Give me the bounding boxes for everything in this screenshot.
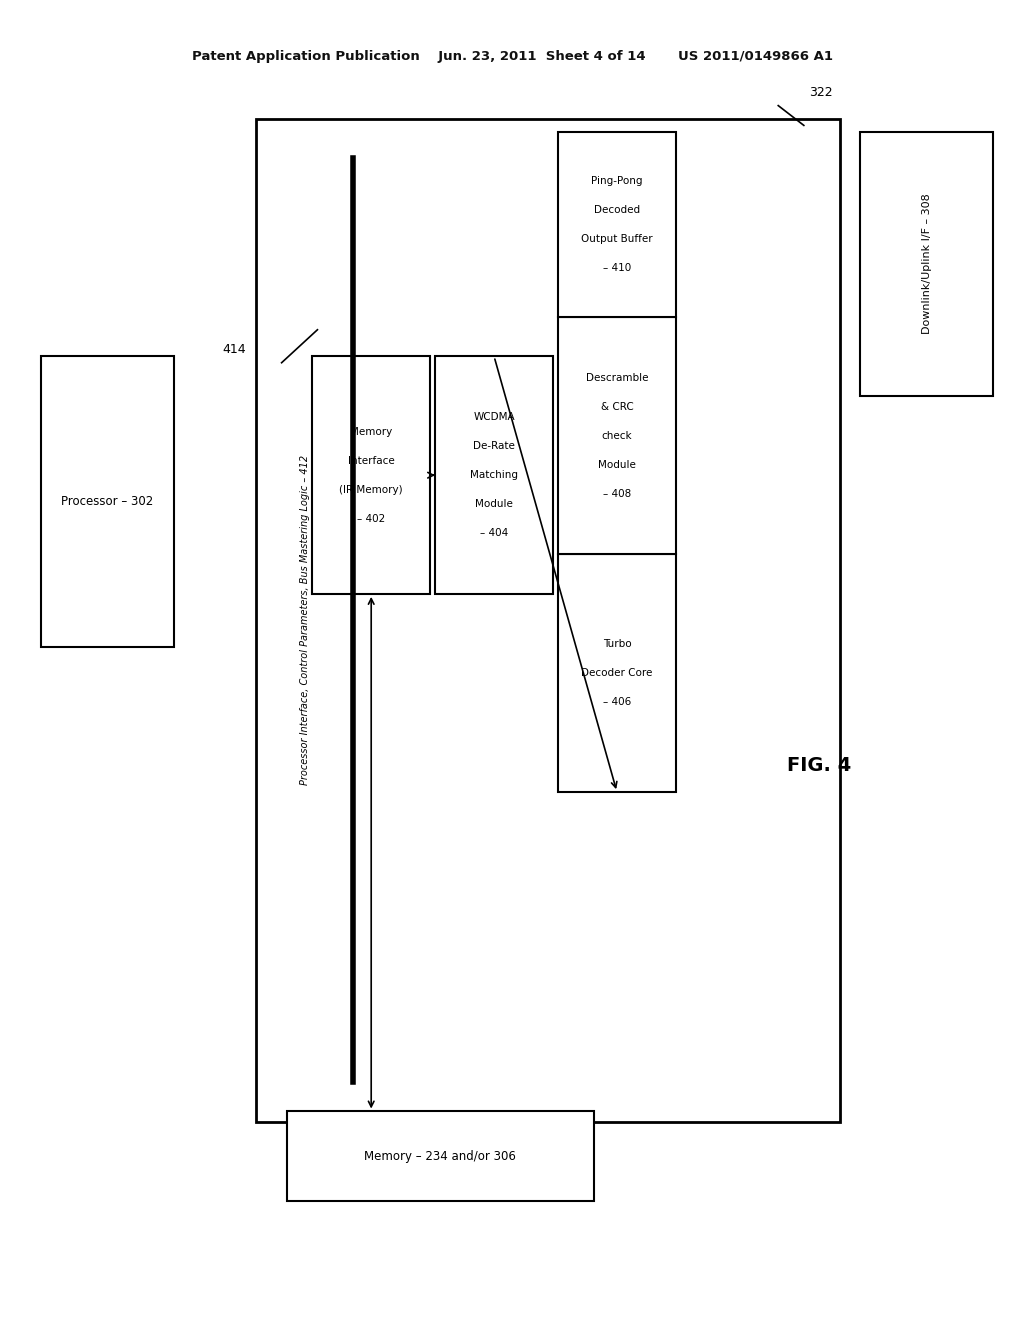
Text: Memory: Memory bbox=[350, 426, 392, 437]
Text: Descramble: Descramble bbox=[586, 372, 648, 383]
Text: De-Rate: De-Rate bbox=[473, 441, 515, 451]
Text: (IR Memory): (IR Memory) bbox=[339, 484, 403, 495]
Text: – 404: – 404 bbox=[480, 528, 508, 539]
Text: Matching: Matching bbox=[470, 470, 518, 480]
Text: Processor Interface, Control Parameters, Bus Mastering Logic – 412: Processor Interface, Control Parameters,… bbox=[300, 455, 310, 785]
Text: Memory – 234 and/or 306: Memory – 234 and/or 306 bbox=[365, 1150, 516, 1163]
Text: 414: 414 bbox=[222, 343, 246, 356]
Text: Turbo: Turbo bbox=[603, 639, 631, 649]
Text: Downlink/Uplink I/F – 308: Downlink/Uplink I/F – 308 bbox=[922, 194, 932, 334]
Text: Decoder Core: Decoder Core bbox=[582, 668, 652, 678]
Text: – 410: – 410 bbox=[603, 263, 631, 273]
Polygon shape bbox=[41, 356, 174, 647]
Polygon shape bbox=[435, 356, 553, 594]
Text: Output Buffer: Output Buffer bbox=[582, 234, 652, 244]
Text: Module: Module bbox=[475, 499, 513, 510]
Text: check: check bbox=[602, 430, 632, 441]
Polygon shape bbox=[312, 356, 430, 594]
Text: Module: Module bbox=[598, 459, 636, 470]
Polygon shape bbox=[558, 132, 676, 317]
Text: – 406: – 406 bbox=[603, 697, 631, 708]
Text: – 408: – 408 bbox=[603, 488, 631, 499]
Text: Processor – 302: Processor – 302 bbox=[61, 495, 154, 508]
Text: Interface: Interface bbox=[348, 455, 394, 466]
Polygon shape bbox=[256, 119, 840, 1122]
Text: Ping-Pong: Ping-Pong bbox=[591, 176, 643, 186]
Text: & CRC: & CRC bbox=[601, 401, 633, 412]
Text: 322: 322 bbox=[809, 86, 833, 99]
Text: Patent Application Publication    Jun. 23, 2011  Sheet 4 of 14       US 2011/014: Patent Application Publication Jun. 23, … bbox=[191, 50, 833, 63]
Text: WCDMA: WCDMA bbox=[473, 412, 515, 422]
Text: Decoded: Decoded bbox=[594, 205, 640, 215]
Text: FIG. 4: FIG. 4 bbox=[787, 756, 851, 775]
Polygon shape bbox=[558, 554, 676, 792]
Polygon shape bbox=[558, 317, 676, 554]
Text: – 402: – 402 bbox=[357, 513, 385, 524]
Polygon shape bbox=[287, 1111, 594, 1201]
Polygon shape bbox=[860, 132, 993, 396]
